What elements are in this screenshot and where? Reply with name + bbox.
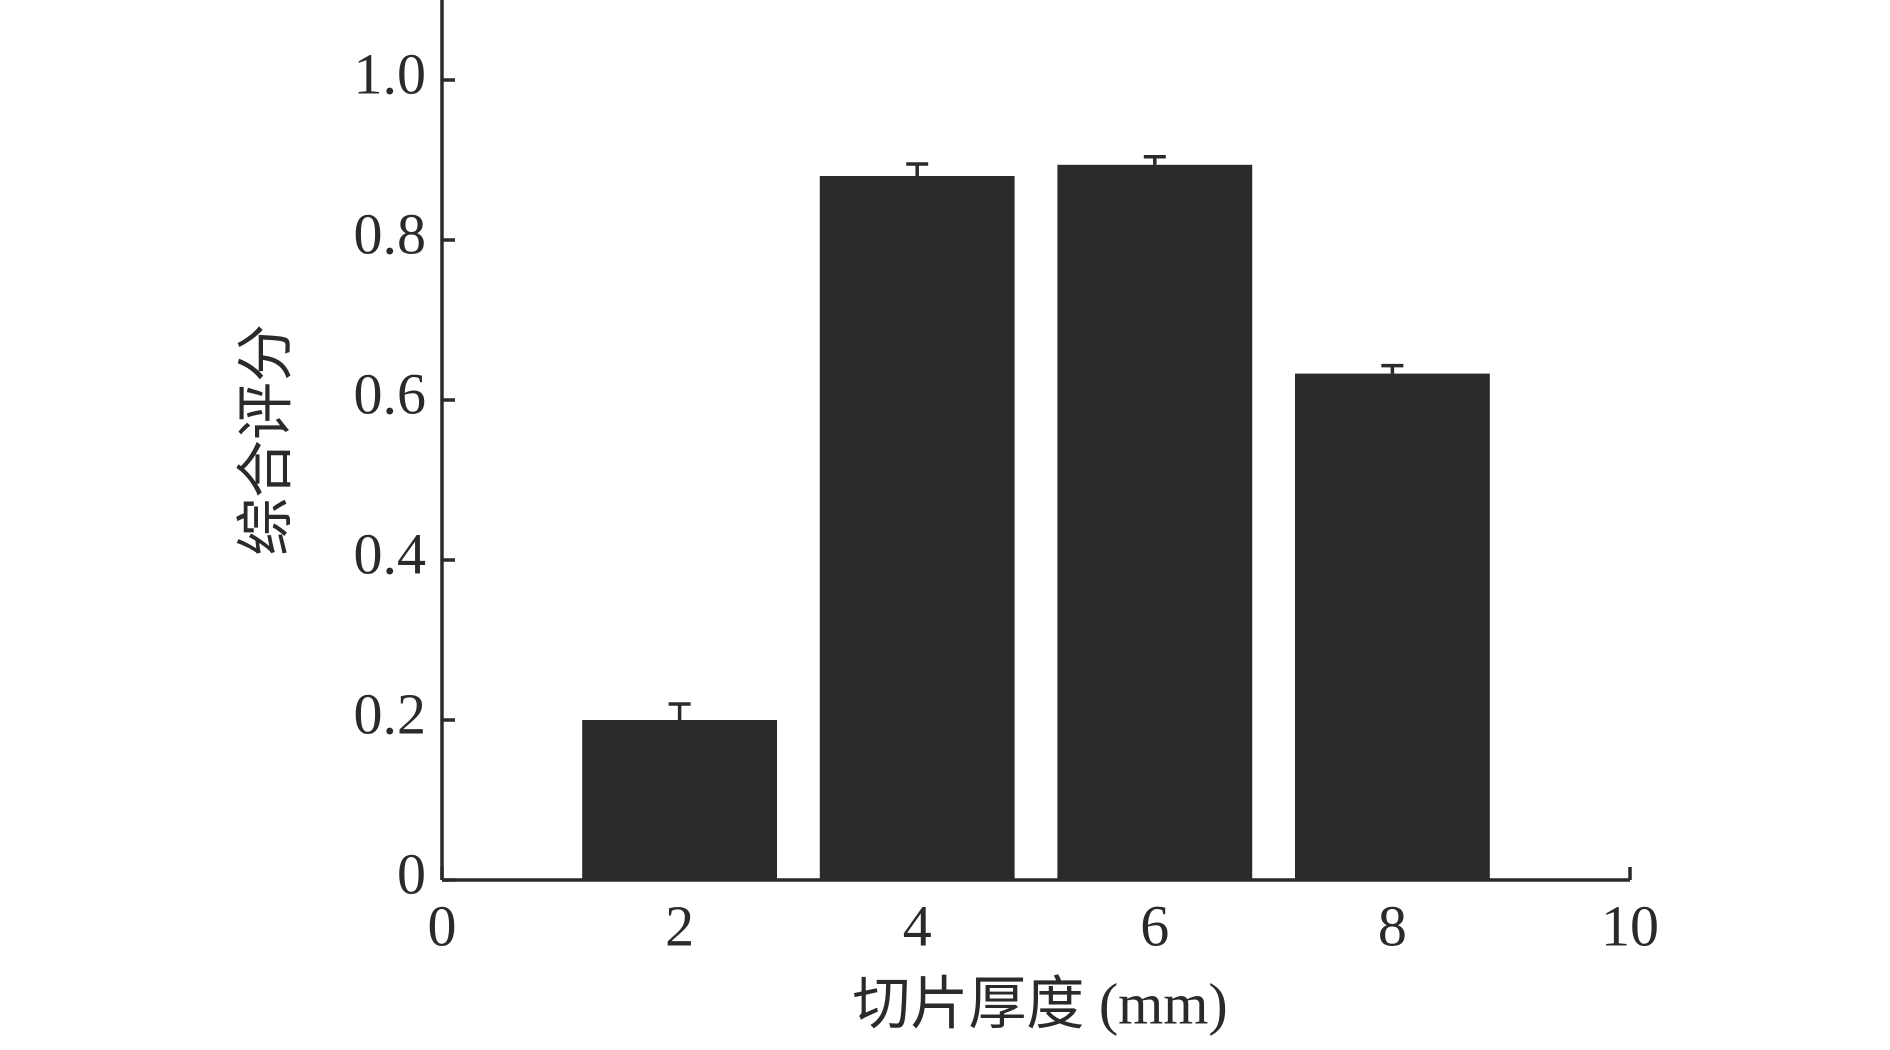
error-bar — [1143, 155, 1166, 165]
y-tick-label: 0.6 — [354, 361, 427, 426]
error-bar — [1381, 363, 1404, 374]
y-tick-label: 0 — [397, 841, 426, 906]
x-axis-title: 切片厚度 (mm) — [852, 971, 1227, 1036]
y-tick-label: 0.2 — [354, 681, 427, 746]
y-axis-title: 综合评分 — [233, 324, 298, 556]
x-tick-label: 6 — [1140, 893, 1169, 958]
x-tick-label: 2 — [665, 893, 694, 958]
x-tick-label: 8 — [1378, 893, 1407, 958]
bar — [1057, 164, 1253, 881]
error-bar — [668, 702, 691, 720]
bar — [1294, 373, 1490, 880]
x-tick-label: 0 — [428, 893, 457, 958]
bar — [819, 176, 1015, 880]
x-tick-label: 4 — [903, 893, 932, 958]
x-tick-label: 10 — [1601, 893, 1659, 958]
bar — [582, 720, 778, 880]
y-tick-label: 0.8 — [354, 201, 427, 266]
error-bar — [906, 162, 929, 176]
y-tick-label: 0.4 — [354, 521, 427, 586]
y-tick-label: 1.0 — [354, 41, 427, 106]
